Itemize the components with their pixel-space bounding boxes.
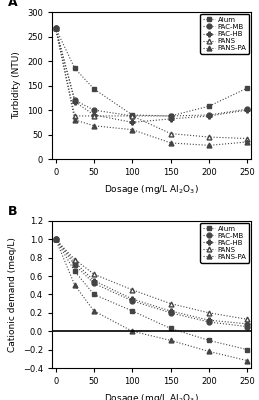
Line: Alum: Alum <box>53 26 250 118</box>
PAC-MB <box>131 298 134 303</box>
Alum <box>207 338 211 343</box>
Line: PAC-HB: PAC-HB <box>53 237 250 326</box>
PANS-PA <box>131 127 134 132</box>
PAC-HB <box>54 237 57 242</box>
PANS-PA <box>54 26 57 30</box>
Line: PANS: PANS <box>53 237 250 322</box>
PAC-HB <box>246 108 249 112</box>
PANS <box>246 136 249 141</box>
X-axis label: Dosage (mg/L Al$_2$O$_3$): Dosage (mg/L Al$_2$O$_3$) <box>104 183 199 196</box>
PAC-MB <box>246 107 249 112</box>
PANS-PA <box>73 283 76 288</box>
Alum <box>207 104 211 108</box>
Line: PAC-HB: PAC-HB <box>53 26 250 125</box>
PANS <box>73 257 76 262</box>
PANS <box>92 272 96 277</box>
X-axis label: Dosage (mg/L Al$_2$O$_3$): Dosage (mg/L Al$_2$O$_3$) <box>104 392 199 400</box>
Alum <box>169 326 172 331</box>
PANS-PA <box>169 140 172 145</box>
PANS <box>207 135 211 140</box>
PAC-MB <box>131 114 134 118</box>
PANS-PA <box>207 349 211 354</box>
Line: PAC-MB: PAC-MB <box>53 237 250 329</box>
PAC-MB <box>54 237 57 242</box>
Line: PAC-MB: PAC-MB <box>53 26 250 118</box>
PAC-HB <box>73 99 76 104</box>
PANS <box>169 301 172 306</box>
Legend: Alum, PAC-MB, PAC-HB, PANS, PANS-PA: Alum, PAC-MB, PAC-HB, PANS, PANS-PA <box>200 14 249 54</box>
Alum <box>92 292 96 297</box>
Alum <box>54 26 57 30</box>
PAC-HB <box>54 26 57 30</box>
PAC-HB <box>131 297 134 302</box>
PAC-MB <box>92 108 96 112</box>
PANS-PA <box>92 308 96 313</box>
Alum <box>246 86 249 90</box>
PAC-MB <box>73 98 76 103</box>
PAC-MB <box>207 320 211 324</box>
PANS-PA <box>54 237 57 242</box>
Alum <box>131 112 134 117</box>
PAC-MB <box>169 114 172 118</box>
PANS <box>207 310 211 315</box>
Text: B: B <box>8 205 17 218</box>
PANS-PA <box>73 118 76 122</box>
PAC-HB <box>207 114 211 118</box>
Alum <box>92 86 96 91</box>
Legend: Alum, PAC-MB, PAC-HB, PANS, PANS-PA: Alum, PAC-MB, PAC-HB, PANS, PANS-PA <box>200 223 249 263</box>
PAC-HB <box>73 260 76 265</box>
Alum <box>54 237 57 242</box>
PANS <box>54 26 57 30</box>
PAC-HB <box>246 322 249 326</box>
Line: Alum: Alum <box>53 237 250 352</box>
PAC-MB <box>92 281 96 286</box>
Alum <box>73 66 76 71</box>
Alum <box>131 308 134 313</box>
PAC-MB <box>207 112 211 117</box>
Line: PANS: PANS <box>53 26 250 141</box>
Line: PANS-PA: PANS-PA <box>53 237 250 363</box>
PAC-MB <box>54 26 57 30</box>
PAC-HB <box>169 116 172 121</box>
PAC-MB <box>73 263 76 268</box>
PANS <box>169 131 172 136</box>
Alum <box>246 347 249 352</box>
PAC-MB <box>246 324 249 329</box>
Text: A: A <box>8 0 18 9</box>
PANS-PA <box>92 123 96 128</box>
Line: PANS-PA: PANS-PA <box>53 26 250 148</box>
PAC-HB <box>169 308 172 313</box>
PANS <box>246 317 249 322</box>
PANS-PA <box>207 143 211 148</box>
Alum <box>169 114 172 118</box>
PANS <box>73 114 76 118</box>
PANS-PA <box>169 338 172 343</box>
Y-axis label: Cationic demand (meq/L): Cationic demand (meq/L) <box>8 237 17 352</box>
PANS <box>131 114 134 118</box>
PAC-HB <box>131 120 134 125</box>
PANS-PA <box>246 358 249 363</box>
PANS <box>92 114 96 118</box>
PANS <box>54 237 57 242</box>
PAC-HB <box>92 278 96 283</box>
PANS <box>131 288 134 292</box>
Y-axis label: Turbidity (NTU): Turbidity (NTU) <box>12 52 21 120</box>
PANS-PA <box>131 329 134 334</box>
Alum <box>73 269 76 274</box>
PAC-HB <box>207 318 211 322</box>
PAC-HB <box>92 112 96 117</box>
PAC-MB <box>169 310 172 315</box>
PANS-PA <box>246 140 249 144</box>
